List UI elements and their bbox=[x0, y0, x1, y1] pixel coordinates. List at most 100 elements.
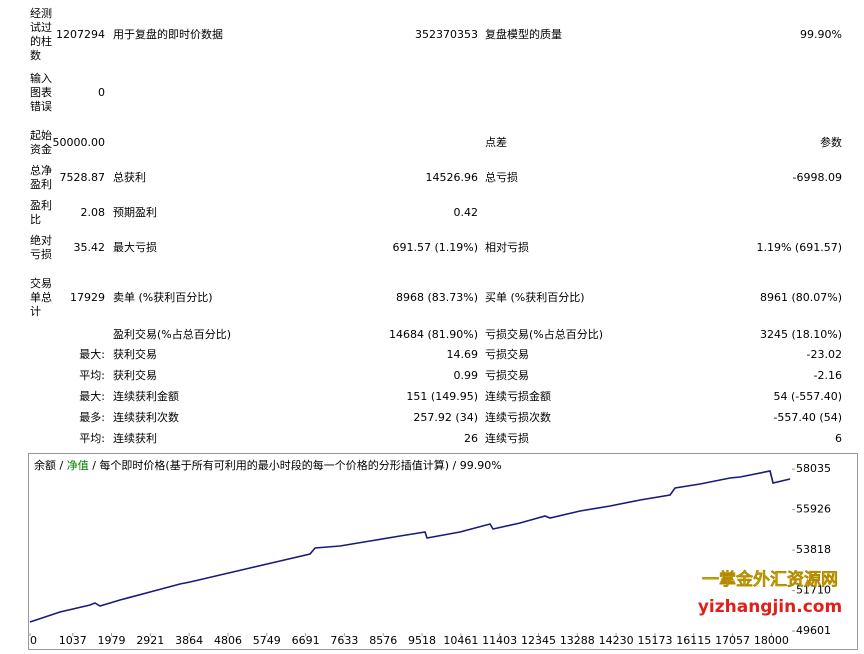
cell-value: 14.69 bbox=[446, 348, 479, 361]
cell-value: -6998.09 bbox=[792, 171, 842, 184]
cell-value: 691.57 (1.19%) bbox=[392, 241, 478, 254]
row-value: 2.08 bbox=[80, 206, 106, 219]
cell-label: 连续获利金额 bbox=[113, 390, 179, 403]
legend-quality: 99.90% bbox=[460, 459, 502, 472]
chart-frame bbox=[28, 453, 858, 650]
row-label: 绝对亏损 bbox=[30, 234, 52, 261]
legend-model: 每个即时价格(基于所有可利用的最小时段的每一个价格的分形插值计算) bbox=[99, 458, 449, 472]
cell-label: 总亏损 bbox=[485, 171, 518, 184]
x-tick-label: 0 bbox=[30, 634, 37, 647]
x-tick-label: 10461 bbox=[443, 634, 478, 647]
x-tick-label: 3864 bbox=[175, 634, 203, 647]
cell-label: 连续亏损次数 bbox=[485, 411, 551, 424]
y-tick-label: 51710 bbox=[796, 584, 831, 597]
cell-value: 6 bbox=[835, 432, 842, 445]
y-tick-label: 49601 bbox=[796, 624, 831, 637]
x-tick-label: 7633 bbox=[330, 634, 358, 647]
legend: 余额 / 净值 / 每个即时价格(基于所有可利用的最小时段的每一个价格的分形插值… bbox=[34, 458, 502, 472]
cell-label: 买单 (%获利百分比) bbox=[485, 291, 585, 304]
cell-label: 获利交易 bbox=[113, 369, 157, 382]
row-label: 交易单总计 bbox=[30, 277, 52, 318]
row-value: 35.42 bbox=[73, 241, 106, 254]
row-label: 总净盈利 bbox=[30, 164, 52, 191]
x-tick-label: 16115 bbox=[676, 634, 711, 647]
cell-value: 14526.96 bbox=[425, 171, 479, 184]
cell-value: 8968 (83.73%) bbox=[395, 291, 478, 304]
y-tick-label: 53818 bbox=[796, 543, 831, 556]
cell-label: 连续获利次数 bbox=[113, 411, 179, 424]
row-value: 平均: bbox=[79, 369, 105, 382]
x-tick-label: 1037 bbox=[59, 634, 87, 647]
x-tick-label: 4806 bbox=[214, 634, 242, 647]
row-label: 输入图表错误 bbox=[30, 72, 52, 113]
x-tick-label: 11403 bbox=[482, 634, 517, 647]
cell-label: 盈利交易(%占总百分比) bbox=[113, 328, 232, 341]
x-tick-label: 14230 bbox=[599, 634, 634, 647]
x-tick-label: 5749 bbox=[253, 634, 281, 647]
x-tick-label: 15173 bbox=[637, 634, 672, 647]
cell-value: 257.92 (34) bbox=[413, 411, 478, 424]
x-tick-label: 18000 bbox=[754, 634, 789, 647]
cell-value: 0.42 bbox=[453, 206, 479, 219]
y-tick-label: 58035 bbox=[796, 462, 831, 475]
x-tick-label: 9518 bbox=[408, 634, 436, 647]
legend-separator: / bbox=[56, 459, 67, 472]
x-tick-label: 8576 bbox=[369, 634, 397, 647]
cell-label: 最大亏损 bbox=[113, 241, 157, 254]
cell-label: 复盘模型的质量 bbox=[485, 28, 562, 41]
x-tick-label: 13288 bbox=[560, 634, 595, 647]
cell-label: 连续亏损 bbox=[485, 432, 529, 445]
cell-value: -23.02 bbox=[806, 348, 842, 361]
legend-balance: 余额 bbox=[34, 458, 56, 472]
cell-value: 151 (149.95) bbox=[406, 390, 478, 403]
cell-label: 总获利 bbox=[113, 171, 146, 184]
watermark-url: yizhangjin.com bbox=[698, 597, 842, 617]
row-value: 最多: bbox=[79, 411, 105, 424]
x-tick-label: 17057 bbox=[715, 634, 750, 647]
legend-equity: 净值 bbox=[67, 458, 89, 472]
y-tick-label: 55926 bbox=[796, 503, 831, 516]
cell-value: 8961 (80.07%) bbox=[759, 291, 842, 304]
cell-value: 0.99 bbox=[453, 369, 479, 382]
cell-value: 26 bbox=[464, 432, 478, 445]
legend-separator: / bbox=[89, 459, 100, 472]
cell-label: 亏损交易 bbox=[485, 369, 529, 382]
cell-label: 点差 bbox=[485, 136, 507, 149]
watermark-name: 一掌金外汇资源网 bbox=[702, 569, 838, 590]
cell-value: 参数 bbox=[820, 136, 842, 149]
legend-separator: / bbox=[449, 459, 460, 472]
cell-value: -557.40 (54) bbox=[773, 411, 842, 424]
row-value: 最大: bbox=[79, 348, 105, 361]
x-tick-label: 2921 bbox=[136, 634, 164, 647]
cell-label: 卖单 (%获利百分比) bbox=[113, 291, 213, 304]
x-tick-label: 12345 bbox=[521, 634, 556, 647]
cell-label: 连续亏损金额 bbox=[485, 390, 551, 403]
cell-label: 预期盈利 bbox=[113, 206, 157, 219]
cell-label: 亏损交易(%占总百分比) bbox=[485, 328, 604, 341]
cell-label: 用于复盘的即时价数据 bbox=[113, 28, 223, 41]
balance-line bbox=[29, 470, 791, 623]
row-value: 1207294 bbox=[56, 28, 105, 41]
cell-label: 相对亏损 bbox=[485, 241, 529, 254]
x-tick-label: 6691 bbox=[292, 634, 320, 647]
row-label: 经测试过的柱数 bbox=[30, 7, 52, 62]
row-label: 起始资金 bbox=[30, 129, 52, 156]
cell-value: 14684 (81.90%) bbox=[388, 328, 478, 341]
cell-value: 54 (-557.40) bbox=[773, 390, 842, 403]
row-value: 最大: bbox=[79, 390, 105, 403]
cell-value: -2.16 bbox=[813, 369, 842, 382]
row-value: 0 bbox=[98, 86, 105, 99]
cell-label: 获利交易 bbox=[113, 348, 157, 361]
row-value: 17929 bbox=[70, 291, 105, 304]
row-value: 7528.87 bbox=[59, 171, 106, 184]
cell-value: 3245 (18.10%) bbox=[759, 328, 842, 341]
row-label: 盈利比 bbox=[30, 199, 52, 226]
cell-value: 99.90% bbox=[800, 28, 842, 41]
row-value: 50000.00 bbox=[52, 136, 106, 149]
x-tick-label: 1979 bbox=[98, 634, 126, 647]
cell-label: 亏损交易 bbox=[485, 348, 529, 361]
cell-label: 连续获利 bbox=[113, 432, 157, 445]
cell-value: 352370353 bbox=[415, 28, 478, 41]
